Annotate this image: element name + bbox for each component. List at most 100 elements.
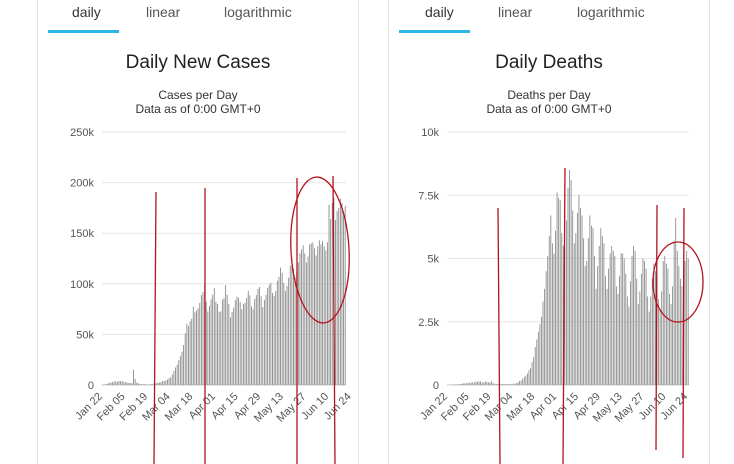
- bar: [116, 381, 118, 385]
- bar: [580, 207, 581, 385]
- bar: [597, 266, 599, 385]
- bar: [239, 302, 241, 385]
- bar: [670, 304, 672, 385]
- bar: [480, 381, 481, 385]
- bar: [586, 261, 588, 385]
- tab-daily[interactable]: daily: [72, 4, 101, 20]
- bar: [473, 382, 475, 385]
- bar: [144, 384, 146, 385]
- bar: [204, 284, 206, 385]
- bar: [160, 382, 162, 385]
- y-tick-label: 0: [88, 380, 94, 392]
- bar: [341, 202, 343, 385]
- bar: [562, 245, 564, 385]
- bar: [686, 250, 688, 385]
- bar: [475, 381, 477, 385]
- bar: [244, 303, 246, 385]
- bar: [289, 265, 291, 385]
- bar: [676, 250, 678, 385]
- bar: [246, 297, 248, 385]
- bar: [456, 384, 458, 385]
- bar: [605, 276, 606, 385]
- bar: [314, 248, 315, 385]
- bar: [470, 382, 472, 385]
- bar: [501, 383, 503, 385]
- bar: [108, 382, 110, 385]
- bar: [296, 271, 298, 385]
- bar: [238, 297, 239, 385]
- bar: [158, 382, 160, 385]
- bar: [620, 253, 622, 385]
- bar: [498, 383, 500, 385]
- bar: [533, 357, 535, 385]
- bar: [234, 300, 236, 385]
- bar: [481, 382, 483, 385]
- bar: [633, 245, 635, 385]
- bar: [139, 384, 141, 385]
- bar: [525, 375, 527, 385]
- bar: [325, 250, 327, 385]
- bar: [650, 296, 652, 385]
- tab-linear[interactable]: linear: [146, 4, 181, 20]
- bar: [455, 384, 457, 385]
- bar: [131, 383, 133, 385]
- bar: [622, 253, 624, 385]
- bar: [129, 382, 131, 385]
- bar: [184, 333, 186, 385]
- bar: [619, 276, 620, 385]
- bar: [249, 295, 251, 385]
- active-tab-indicator: [48, 30, 119, 33]
- tab-logarithmic[interactable]: logarithmic: [577, 4, 645, 20]
- bar: [675, 218, 677, 385]
- bar: [608, 268, 610, 385]
- bar: [286, 285, 288, 385]
- bar: [189, 321, 191, 385]
- bar: [200, 295, 202, 385]
- bar: [512, 383, 514, 385]
- bar: [202, 292, 204, 385]
- bar: [489, 382, 491, 385]
- bar: [572, 210, 574, 385]
- bar: [155, 383, 157, 385]
- bar: [679, 278, 681, 385]
- bar: [137, 383, 139, 385]
- bar: [514, 383, 516, 385]
- bar: [188, 325, 189, 385]
- bar: [326, 242, 328, 385]
- bar: [118, 381, 120, 385]
- bar: [665, 263, 667, 385]
- bar: [223, 298, 225, 385]
- bar: [664, 255, 666, 385]
- chart-mode-tabs: daily linear logarithmic: [389, 0, 709, 34]
- tab-linear[interactable]: linear: [498, 4, 533, 20]
- bar: [584, 266, 586, 385]
- bar: [651, 278, 653, 385]
- bar: [283, 282, 285, 385]
- bar: [147, 384, 149, 385]
- bar: [113, 381, 115, 385]
- bar: [307, 256, 309, 385]
- bar: [559, 200, 561, 385]
- bar: [595, 288, 597, 385]
- bar: [126, 382, 128, 385]
- bar: [506, 384, 508, 385]
- bar: [523, 376, 525, 385]
- tab-logarithmic[interactable]: logarithmic: [224, 4, 292, 20]
- bar: [640, 273, 642, 385]
- bar: [230, 317, 231, 385]
- bar: [587, 238, 589, 385]
- bar: [542, 301, 544, 385]
- bar: [157, 382, 159, 385]
- bar: [462, 383, 464, 385]
- tab-daily[interactable]: daily: [425, 4, 454, 20]
- bar: [278, 276, 280, 385]
- bar: [173, 370, 175, 385]
- bar: [583, 238, 585, 385]
- bar: [492, 383, 494, 385]
- bar: [555, 230, 556, 385]
- bar: [461, 383, 463, 385]
- bar: [534, 347, 536, 385]
- bar: [573, 243, 575, 385]
- bar: [539, 324, 541, 385]
